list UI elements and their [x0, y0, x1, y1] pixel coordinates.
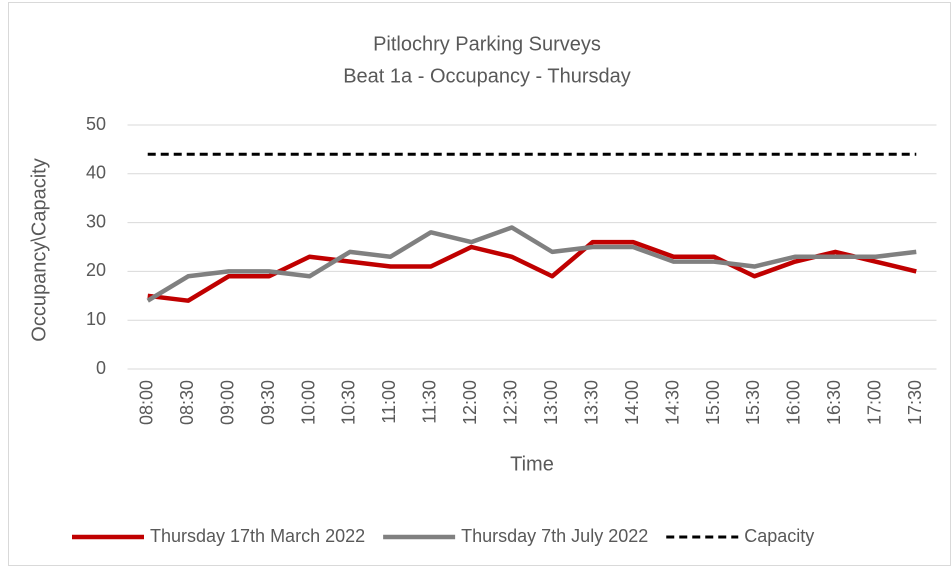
y-tick-label: 40 [86, 163, 106, 183]
x-tick-label: 10:00 [298, 380, 318, 425]
y-axis-label: Occupancy\Capacity [28, 158, 50, 341]
y-tick-label: 10 [86, 309, 106, 329]
y-tick-label: 20 [86, 260, 106, 280]
chart-subtitle: Beat 1a - Occupancy - Thursday [343, 65, 631, 87]
y-tick-label: 0 [96, 358, 106, 378]
x-tick-label: 14:30 [662, 380, 682, 425]
legend-label: Thursday 17th March 2022 [150, 526, 365, 546]
y-tick-label: 30 [86, 211, 106, 231]
x-tick-label: 08:00 [136, 380, 156, 425]
x-tick-label: 15:00 [703, 380, 723, 425]
legend-label: Thursday 7th July 2022 [461, 526, 648, 546]
x-tick-label: 14:00 [622, 380, 642, 425]
legend-label: Capacity [744, 526, 814, 546]
x-tick-label: 08:30 [177, 380, 197, 425]
x-tick-label: 12:00 [460, 380, 480, 425]
x-tick-label: 09:00 [217, 380, 237, 425]
x-tick-label: 16:30 [824, 380, 844, 425]
x-tick-label: 09:30 [258, 380, 278, 425]
x-tick-label: 11:30 [420, 380, 440, 424]
x-axis-label: Time [510, 453, 554, 475]
x-tick-label: 12:30 [501, 380, 521, 425]
x-tick-label: 13:00 [541, 380, 561, 425]
x-tick-label: 17:00 [865, 380, 885, 425]
x-tick-label: 10:30 [339, 380, 359, 425]
x-tick-label: 11:00 [379, 380, 399, 424]
x-tick-label: 17:30 [905, 380, 925, 425]
chart-title: Pitlochry Parking Surveys [373, 33, 601, 55]
x-tick-label: 15:30 [743, 380, 763, 425]
x-tick-label: 13:30 [581, 380, 601, 425]
series-line [146, 225, 917, 303]
y-tick-label: 50 [86, 114, 106, 134]
chart-border [8, 2, 951, 566]
x-tick-label: 16:00 [784, 380, 804, 425]
